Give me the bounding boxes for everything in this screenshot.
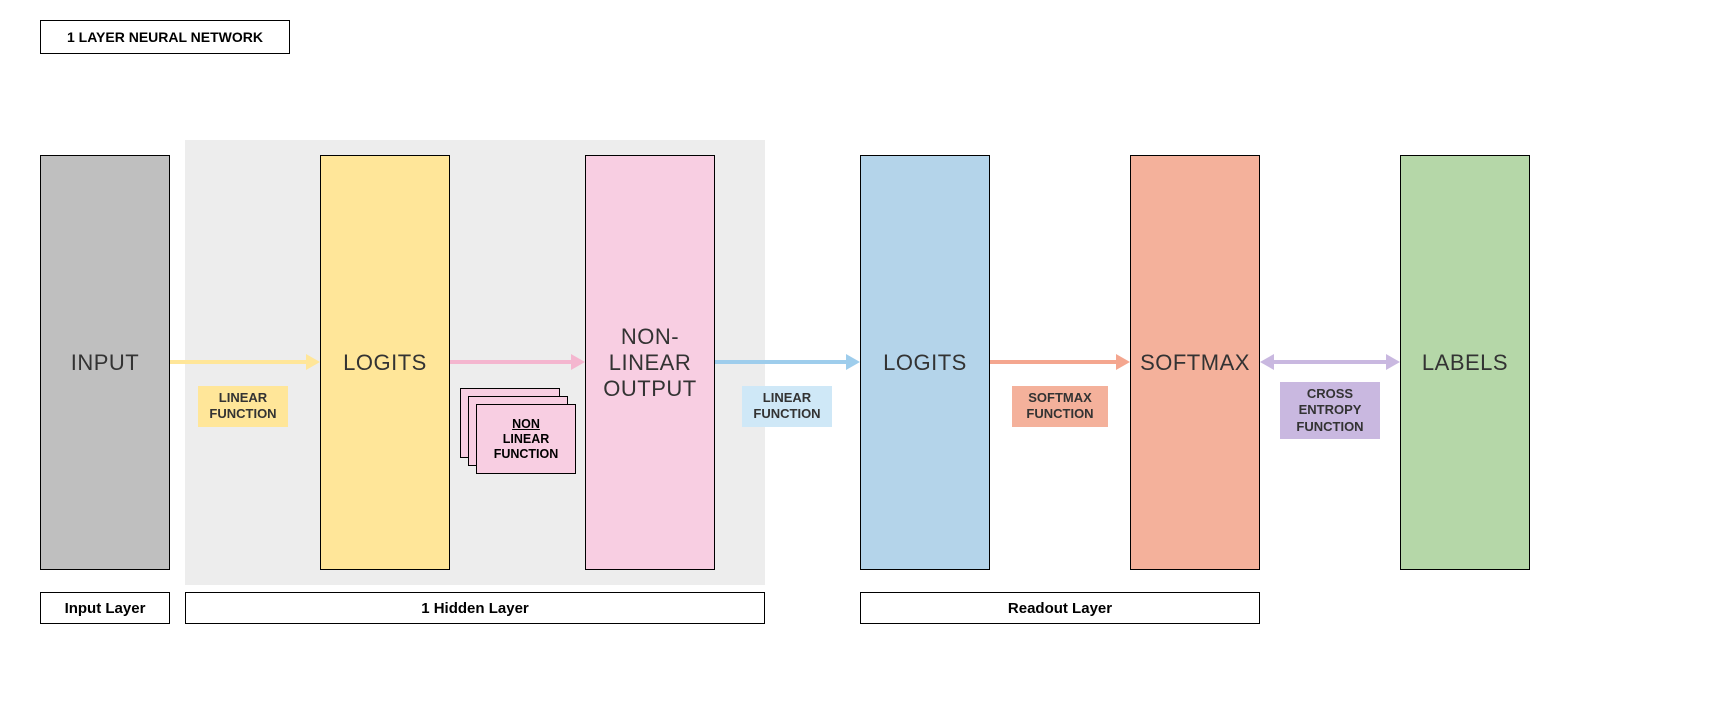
- block-input: INPUT: [40, 155, 170, 570]
- caption-hidden-layer: 1 Hidden Layer: [185, 592, 765, 624]
- block-softmax: SOFTMAX: [1130, 155, 1260, 570]
- nonlinear-function-card-stack: NONLINEARFUNCTION: [460, 388, 576, 474]
- block-logits-readout: LOGITS: [860, 155, 990, 570]
- block-labels: LABELS: [1400, 155, 1530, 570]
- diagram-title-text: 1 LAYER NEURAL NETWORK: [67, 29, 263, 45]
- block-nonlin-label: NON-LINEAROUTPUT: [603, 324, 696, 402]
- block-input-label: INPUT: [71, 350, 140, 376]
- arrow-a3-head-right: [846, 354, 860, 370]
- arrow-a5-head-right: [1386, 354, 1400, 370]
- caption-hidden-text: 1 Hidden Layer: [421, 600, 529, 617]
- arrow-a2-head-right: [571, 354, 585, 370]
- caption-input-layer: Input Layer: [40, 592, 170, 624]
- block-labels-label: LABELS: [1422, 350, 1508, 376]
- arrow-a3-label: LINEARFUNCTION: [742, 386, 832, 427]
- nonlinear-card-2: NONLINEARFUNCTION: [476, 404, 576, 474]
- arrow-a3: [715, 360, 848, 364]
- arrow-a5-head-left: [1260, 354, 1274, 370]
- block-logits1-label: LOGITS: [343, 350, 427, 376]
- block-softmax-label: SOFTMAX: [1140, 350, 1250, 376]
- caption-input-text: Input Layer: [65, 600, 146, 617]
- block-logits2-label: LOGITS: [883, 350, 967, 376]
- diagram-title-box: 1 LAYER NEURAL NETWORK: [40, 20, 290, 54]
- arrow-a1: [170, 360, 308, 364]
- arrow-a2: [450, 360, 573, 364]
- block-logits-hidden: LOGITS: [320, 155, 450, 570]
- arrow-a4-label: SOFTMAXFUNCTION: [1012, 386, 1108, 427]
- arrow-a5-label: CROSSENTROPYFUNCTION: [1280, 382, 1380, 439]
- arrow-a5: [1272, 360, 1388, 364]
- block-nonlinear-output: NON-LINEAROUTPUT: [585, 155, 715, 570]
- caption-readout-layer: Readout Layer: [860, 592, 1260, 624]
- arrow-a4-head-right: [1116, 354, 1130, 370]
- arrow-a4: [990, 360, 1118, 364]
- arrow-a1-label: LINEARFUNCTION: [198, 386, 288, 427]
- caption-readout-text: Readout Layer: [1008, 600, 1112, 617]
- arrow-a1-head-right: [306, 354, 320, 370]
